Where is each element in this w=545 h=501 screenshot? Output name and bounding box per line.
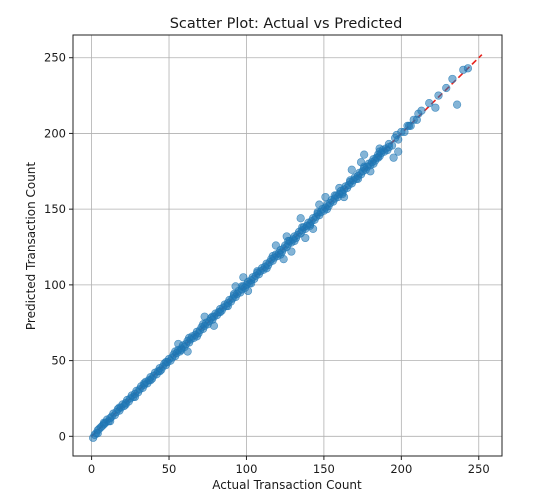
scatter-point [392, 130, 401, 140]
scatter-point [239, 273, 248, 282]
scatter-point [231, 282, 240, 291]
x-tick-label: 150 [313, 462, 335, 476]
x-axis-ticks: 0 50 100 150 200 250 [88, 456, 490, 476]
scatter-point [223, 301, 232, 311]
y-tick-label: 100 [44, 278, 66, 292]
scatter-point [431, 103, 440, 112]
scatter-point [315, 200, 324, 209]
data-points [89, 64, 473, 442]
scatter-point [106, 417, 115, 426]
scatter-point [216, 308, 225, 317]
scatter-point [346, 176, 355, 185]
scatter-point [366, 167, 375, 176]
scatter-point [389, 153, 398, 162]
scatter-point [298, 223, 307, 232]
x-tick-label: 250 [468, 462, 490, 476]
scatter-point [313, 208, 322, 217]
scatter-point [321, 192, 330, 202]
scatter-point [271, 241, 280, 250]
x-tick-label: 50 [162, 462, 177, 476]
y-tick-label: 150 [44, 202, 66, 216]
scatter-point [360, 150, 369, 159]
scatter-point [369, 159, 378, 168]
x-tick-label: 200 [390, 462, 412, 476]
scatter-point [353, 174, 363, 183]
scatter-point [463, 64, 473, 73]
y-tick-label: 0 [59, 429, 66, 443]
scatter-point [335, 183, 344, 193]
scatter-point [290, 236, 299, 246]
scatter-point [279, 255, 288, 264]
scatter-point [394, 147, 403, 156]
x-tick-label: 0 [88, 462, 95, 476]
scatter-point [247, 279, 256, 288]
scatter-point [208, 312, 217, 321]
scatter-point [185, 333, 194, 342]
scatter-point [174, 339, 183, 349]
scatter-point [452, 100, 462, 109]
scatter-point [161, 358, 171, 367]
scatter-point [296, 214, 305, 223]
scatter-point [374, 153, 383, 162]
x-axis-label: Actual Transaction Count [212, 478, 362, 492]
scatter-point [253, 267, 262, 276]
scatter-point [121, 400, 130, 409]
scatter-point [322, 205, 332, 214]
scatter-point [404, 121, 414, 130]
scatter-point [155, 367, 164, 376]
scatter-point [192, 332, 201, 341]
scatter-point [414, 109, 423, 118]
scatter-point [243, 286, 253, 296]
scatter-point [330, 191, 339, 200]
y-tick-label: 250 [44, 51, 66, 65]
grid-lines [73, 35, 502, 456]
scatter-point [268, 252, 277, 261]
scatter-point [308, 224, 318, 233]
y-tick-label: 50 [51, 354, 66, 368]
scatter-point [375, 144, 384, 153]
scatter-point [130, 392, 140, 402]
scatter-point [209, 321, 219, 330]
scatter-point [262, 264, 271, 273]
y-tick-label: 200 [44, 126, 66, 140]
scatter-point [183, 347, 192, 356]
y-axis-label: Predicted Transaction Count [24, 162, 38, 331]
x-tick-label: 100 [235, 462, 257, 476]
scatter-point [448, 74, 457, 84]
scatter-point [200, 312, 209, 321]
scatter-point [146, 376, 155, 385]
scatter-point [347, 165, 356, 174]
chart-title: Scatter Plot: Actual vs Predicted [170, 16, 403, 32]
scatter-point [282, 232, 291, 241]
scatter-point [356, 158, 366, 167]
scatter-point [93, 429, 102, 438]
scatter-point [442, 83, 451, 93]
y-axis-ticks: 0 50 100 150 200 250 [44, 51, 73, 443]
scatter-point [434, 91, 443, 100]
scatter-point [425, 99, 434, 108]
scatter-point [301, 233, 310, 243]
scatter-point [339, 192, 349, 202]
scatter-point [287, 247, 296, 256]
scatter-point [384, 142, 394, 152]
scatter-point [198, 320, 208, 329]
scatter-point [229, 289, 239, 299]
plot-frame [72, 34, 503, 457]
